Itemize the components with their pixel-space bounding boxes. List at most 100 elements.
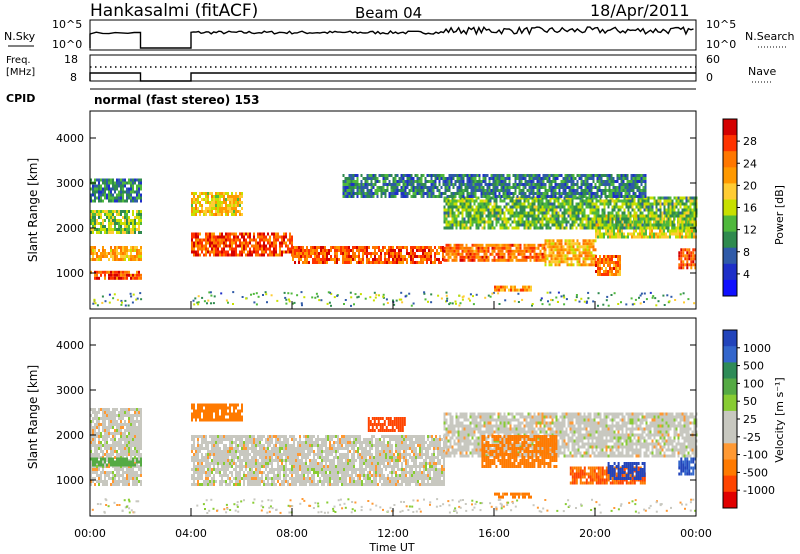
- heatmap-cell: [92, 408, 94, 411]
- heatmap-cell: [558, 254, 561, 258]
- heatmap-cell: [546, 195, 549, 198]
- heatmap-cell: [225, 244, 227, 248]
- heatmap-cell: [90, 258, 92, 261]
- heatmap-cell: [624, 174, 627, 177]
- heatmap-cell: [430, 177, 433, 180]
- heatmap-band: [494, 285, 532, 292]
- heatmap-cell: [497, 211, 500, 215]
- heatmap-cell: [602, 189, 605, 192]
- heatmap-cell: [233, 241, 235, 245]
- heatmap-cell: [644, 174, 647, 177]
- heatmap-cell: [554, 177, 557, 180]
- heatmap-cell: [116, 270, 118, 274]
- heatmap-cell: [296, 249, 298, 252]
- heatmap-cell: [521, 202, 524, 206]
- heatmap-cell: [106, 417, 108, 420]
- heatmap-cell: [492, 186, 495, 189]
- heatmap-cell: [432, 180, 435, 183]
- heatmap-cell: [570, 239, 573, 243]
- heatmap-cell: [392, 177, 395, 180]
- heatmap-cell: [666, 294, 669, 297]
- heatmap-cell: [505, 217, 508, 221]
- heatmap-cell: [509, 205, 512, 209]
- heatmap-cell: [543, 208, 546, 212]
- heatmap-cell: [221, 213, 223, 216]
- heatmap-cell: [257, 250, 259, 254]
- heatmap-cell: [269, 235, 271, 239]
- heatmap-cell: [386, 177, 389, 180]
- heatmap-cell: [366, 183, 369, 186]
- heatmap-cell: [579, 226, 582, 230]
- heatmap-cell: [96, 420, 98, 423]
- heatmap-cell: [538, 183, 541, 186]
- heatmap-cell: [571, 202, 574, 206]
- heatmap-cell: [215, 244, 217, 248]
- heatmap-cell: [673, 226, 676, 230]
- heatmap-cell: [243, 241, 245, 245]
- heatmap-cell: [122, 210, 124, 213]
- heatmap-cell: [110, 231, 112, 234]
- heatmap-cell: [592, 242, 595, 246]
- heatmap-cell: [673, 223, 676, 227]
- heatmap-cell: [94, 450, 96, 453]
- heatmap-cell: [116, 199, 118, 203]
- header-title: Hankasalmi (fitACF): [90, 1, 258, 21]
- heatmap-cell: [458, 189, 461, 192]
- heatmap-cell: [549, 205, 552, 209]
- heatmap-cell: [304, 249, 306, 252]
- heatmap-cell: [221, 210, 223, 213]
- heatmap-cell: [634, 174, 637, 177]
- heatmap-cell: [122, 276, 124, 280]
- heatmap-cell: [605, 229, 607, 233]
- heatmap-cell: [563, 199, 566, 203]
- heatmap-cell: [467, 208, 470, 212]
- heatmap-cell: [112, 213, 114, 216]
- heatmap-cell: [604, 189, 607, 192]
- heatmap-cell: [290, 292, 293, 295]
- heatmap-cell: [690, 257, 693, 261]
- heatmap-cell: [603, 220, 606, 224]
- heatmap-cell: [422, 195, 425, 198]
- heatmap-cell: [574, 257, 577, 261]
- heatmap-cell: [593, 205, 596, 209]
- heatmap-cell: [404, 258, 406, 261]
- heatmap-cell: [560, 186, 563, 189]
- heatmap-cell: [605, 226, 608, 230]
- heatmap-cell: [574, 177, 577, 180]
- heatmap-cell: [473, 220, 476, 224]
- heatmap-cell: [241, 201, 243, 204]
- heatmap-cell: [552, 251, 555, 255]
- heatmap-cell: [275, 253, 277, 257]
- heatmap-cell: [235, 247, 237, 251]
- heatmap-cell: [663, 202, 666, 206]
- heatmap-cell: [257, 244, 259, 248]
- heatmap-cell: [511, 255, 514, 259]
- heatmap-cell: [92, 246, 94, 249]
- heatmap-cell: [595, 223, 597, 227]
- heatmap-cell: [508, 195, 511, 198]
- heatmap-cell: [522, 192, 525, 195]
- heatmap-cell: [90, 438, 92, 441]
- heatmap-cell: [276, 299, 279, 302]
- heatmap-cell: [611, 255, 613, 258]
- heatmap-cell: [607, 223, 610, 227]
- heatmap-cell: [536, 189, 539, 192]
- heatmap-cell: [634, 186, 637, 189]
- heatmap-cell: [489, 199, 492, 203]
- heatmap-cell: [573, 220, 576, 224]
- heatmap-cell: [478, 186, 481, 189]
- heatmap-cell: [508, 189, 511, 192]
- heatmap-cell: [199, 192, 201, 195]
- heatmap-cell: [568, 177, 571, 180]
- heatmap-cell: [590, 195, 593, 198]
- heatmap-cell: [478, 174, 481, 177]
- heatmap-cell: [547, 208, 550, 212]
- heatmap-cell: [430, 192, 433, 195]
- heatmap-cell: [513, 202, 516, 206]
- heatmap-cell: [493, 205, 496, 209]
- heatmap-cell: [114, 252, 116, 255]
- heatmap-cell: [519, 246, 522, 250]
- heatmap-cell: [608, 180, 611, 183]
- heatmap-cell: [124, 270, 126, 274]
- heatmap-cell: [364, 195, 367, 198]
